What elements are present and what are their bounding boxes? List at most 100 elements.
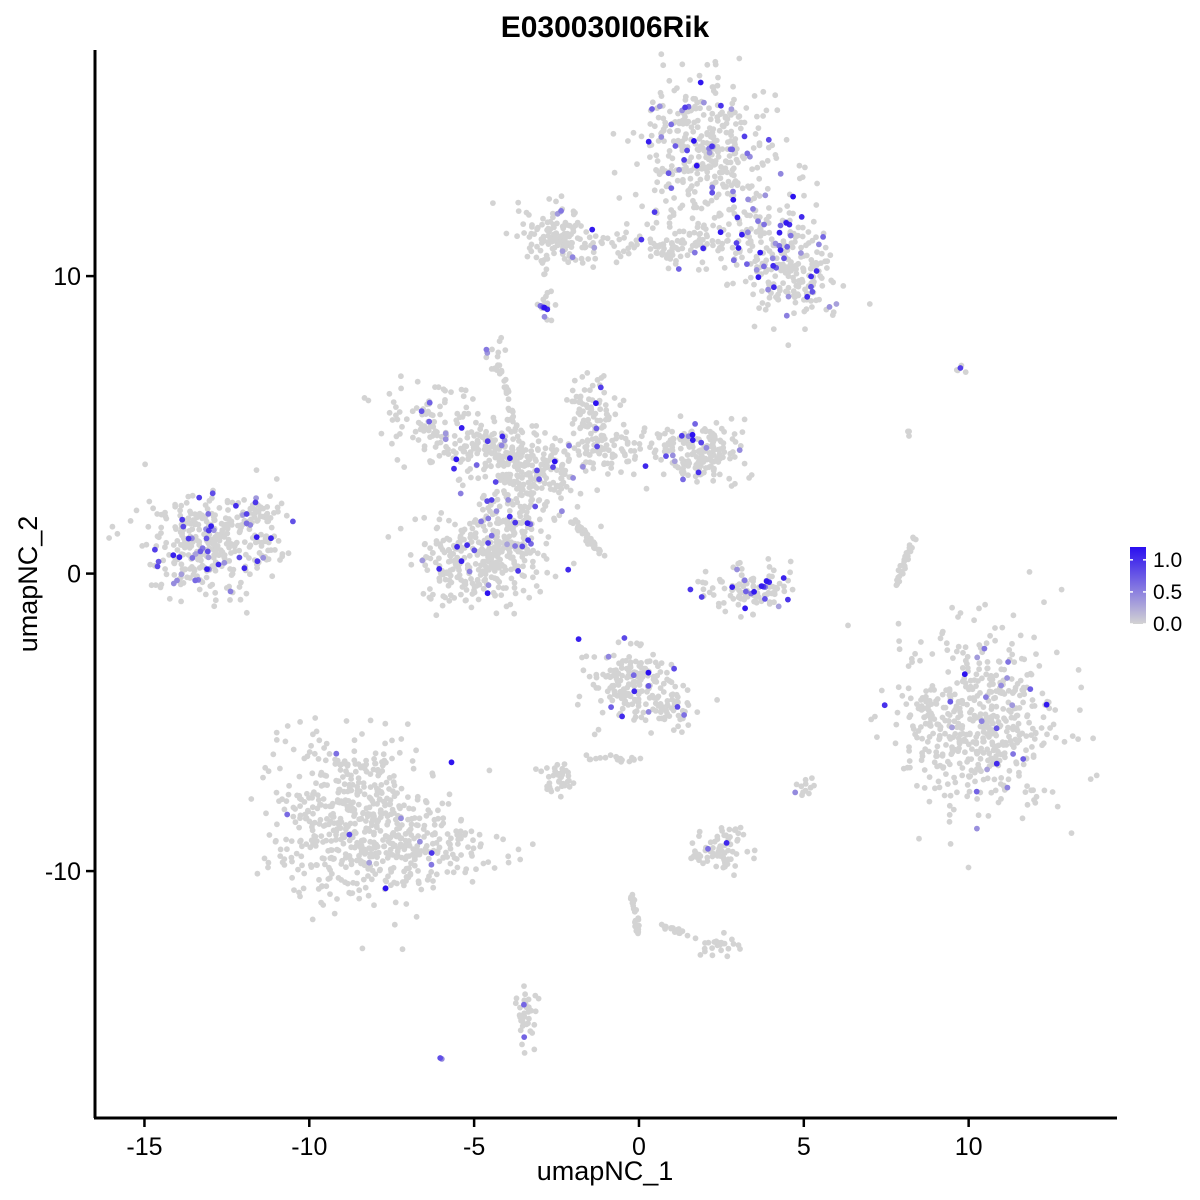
cell-point xyxy=(695,147,702,154)
cell-point xyxy=(625,690,632,697)
cell-point xyxy=(263,810,269,817)
cell-point xyxy=(912,650,918,657)
cell-point xyxy=(499,569,506,576)
cell-point xyxy=(611,395,618,401)
cell-point xyxy=(1022,789,1029,795)
cell-point xyxy=(524,520,531,527)
cell-point xyxy=(461,832,468,838)
cell-point xyxy=(765,286,771,293)
cell-point xyxy=(591,654,598,660)
cell-point xyxy=(705,845,711,852)
cell-point xyxy=(521,997,528,1004)
cell-point xyxy=(233,539,240,546)
cell-point xyxy=(188,510,194,517)
cell-point xyxy=(548,452,554,459)
cell-point xyxy=(946,692,953,698)
cell-point xyxy=(691,229,698,236)
cell-point xyxy=(367,717,374,724)
cell-point xyxy=(216,552,222,558)
chart-title: E030030I06Rik xyxy=(501,11,710,44)
cell-point xyxy=(739,185,746,192)
cell-point xyxy=(984,766,990,773)
cell-point xyxy=(541,480,548,487)
cell-point xyxy=(694,124,701,131)
cell-point xyxy=(642,463,649,469)
cell-point xyxy=(729,171,735,178)
cell-point xyxy=(790,210,796,217)
cell-point xyxy=(807,265,814,272)
cell-point xyxy=(582,468,589,474)
cell-point xyxy=(934,753,940,759)
cell-point xyxy=(486,554,493,561)
cell-point xyxy=(390,399,397,405)
cell-point xyxy=(906,714,913,721)
cell-point xyxy=(758,583,765,589)
cell-point xyxy=(491,565,498,572)
cell-point xyxy=(727,455,733,462)
cell-point xyxy=(274,821,280,828)
cell-point xyxy=(308,742,314,749)
cell-point xyxy=(828,277,835,284)
cell-point xyxy=(763,107,770,114)
cell-point xyxy=(398,373,404,380)
cell-point xyxy=(702,580,709,586)
cell-point xyxy=(265,859,272,866)
cell-point xyxy=(171,572,178,578)
cell-point xyxy=(273,476,280,482)
cell-point xyxy=(558,470,565,476)
cell-point xyxy=(612,411,619,418)
cell-point xyxy=(666,148,673,154)
cell-point xyxy=(314,805,321,812)
cell-point xyxy=(265,539,272,546)
cell-point xyxy=(314,838,320,844)
cell-point xyxy=(1078,684,1085,691)
cell-point xyxy=(840,283,847,289)
cell-point xyxy=(568,519,574,526)
cell-point xyxy=(526,484,533,491)
cell-point xyxy=(722,608,729,615)
cell-point xyxy=(411,835,417,842)
cell-point xyxy=(481,466,487,473)
cell-point xyxy=(988,689,995,695)
cell-point xyxy=(673,691,680,698)
cell-point xyxy=(430,878,436,884)
cell-point xyxy=(553,198,559,205)
cell-point xyxy=(818,275,825,281)
cell-point xyxy=(923,688,929,694)
cell-point xyxy=(569,398,576,405)
cell-point xyxy=(499,433,506,440)
cell-point xyxy=(999,624,1006,631)
cell-point xyxy=(733,121,739,127)
cell-point xyxy=(619,757,625,763)
cell-point xyxy=(381,799,388,806)
cell-point xyxy=(676,166,682,173)
cell-point xyxy=(697,105,703,112)
cell-point xyxy=(517,491,523,498)
cell-point xyxy=(529,423,536,429)
cell-point xyxy=(378,782,385,788)
cell-point xyxy=(666,249,673,256)
cell-point xyxy=(1031,797,1037,803)
cell-point xyxy=(211,603,218,610)
cell-point xyxy=(297,803,303,809)
cell-point xyxy=(289,874,295,881)
cell-point xyxy=(679,61,686,68)
cell-point xyxy=(808,283,814,290)
cell-point xyxy=(731,96,737,103)
cell-point xyxy=(727,834,733,840)
cell-point xyxy=(809,261,816,268)
cell-point xyxy=(265,864,271,871)
cell-point xyxy=(422,411,429,417)
cell-point xyxy=(736,55,743,62)
cell-point xyxy=(986,734,992,740)
cell-point xyxy=(227,566,234,572)
cell-point xyxy=(921,785,928,791)
cell-point xyxy=(641,428,647,435)
y-tick-label: 10 xyxy=(53,263,81,291)
cell-point xyxy=(770,567,777,574)
cell-point xyxy=(730,188,736,195)
cell-point xyxy=(1038,725,1045,731)
cell-point xyxy=(186,528,193,534)
cell-point xyxy=(747,238,754,244)
cell-point xyxy=(371,756,377,762)
